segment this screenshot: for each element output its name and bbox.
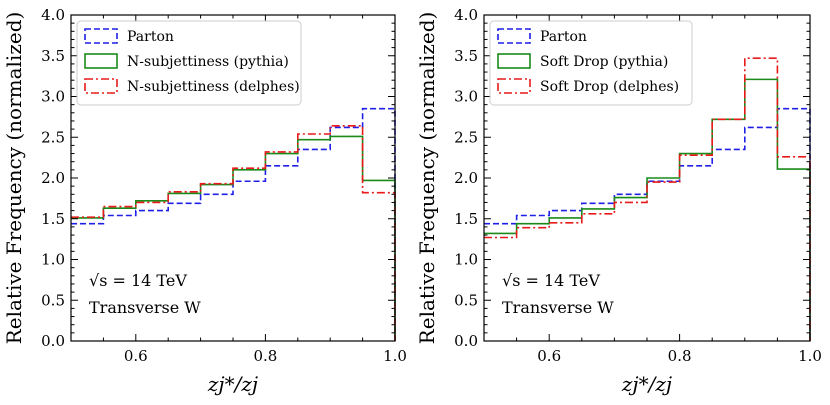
legend-swatch — [497, 78, 531, 94]
legend: Parton Soft Drop (pythia) Soft Drop (delph… — [489, 20, 693, 106]
y-tick-label: 1.0 — [41, 251, 65, 269]
x-tick-label: 0.8 — [668, 347, 692, 365]
series-line-2 — [484, 78, 811, 341]
chart-panel-1: 0.6 0.8 1.0 0.0 0.5 1.0 1.5 2.0 2.5 3.0 3.5 4.0 zj*/… — [2, 6, 407, 396]
y-tick-label: 2.0 — [41, 169, 65, 187]
legend: Parton N-subjettiness (pythia) N-subjettin… — [76, 20, 302, 106]
series-line-3 — [71, 125, 396, 341]
legend-swatch — [84, 28, 118, 44]
y-tick-label: 0.0 — [454, 332, 478, 350]
legend-entry: N-subjettiness (delphes) — [127, 79, 300, 95]
process-annotation: Transverse W — [89, 298, 201, 317]
ticks — [483, 14, 811, 342]
y-axis-label: Relative Frequency (normalized) — [2, 12, 26, 345]
legend-swatch — [497, 28, 531, 44]
y-tick-label: 0.0 — [41, 332, 65, 350]
chart-panel-2: 0.6 0.8 1.0 0.0 0.5 1.0 1.5 2.0 2.5 3.0 3.5 4.0 zj*/… — [415, 6, 822, 396]
ticks — [70, 14, 396, 342]
legend-swatch — [84, 53, 118, 69]
legend-entry: Parton — [540, 29, 587, 45]
series-group — [484, 57, 811, 341]
y-tick-label: 4.0 — [41, 6, 65, 24]
energy-annotation: √s = 14 TeV — [502, 271, 600, 290]
y-tick-label: 4.0 — [454, 6, 478, 24]
y-tick-label: 3.5 — [454, 47, 478, 65]
legend-swatch — [497, 53, 531, 69]
y-tick-label: 0.5 — [454, 291, 478, 309]
series-line-1 — [71, 107, 396, 341]
energy-annotation: √s = 14 TeV — [89, 271, 187, 290]
legend-entry: Soft Drop (pythia) — [540, 54, 668, 70]
x-tick-label: 0.8 — [253, 347, 277, 365]
x-axis-label: zj*/zj — [207, 372, 258, 396]
y-tick-label: 0.5 — [41, 291, 65, 309]
x-axis-label: zj*/zj — [621, 372, 672, 396]
process-annotation: Transverse W — [502, 298, 614, 317]
x-tick-label: 1.0 — [798, 347, 822, 365]
x-tick-label: 1.0 — [383, 347, 407, 365]
y-tick-label: 3.5 — [41, 47, 65, 65]
y-tick-label: 1.5 — [41, 210, 65, 228]
series-line-3 — [484, 57, 811, 341]
y-tick-label: 2.0 — [454, 169, 478, 187]
legend-entry: N-subjettiness (pythia) — [127, 54, 289, 70]
y-tick-label: 1.0 — [454, 251, 478, 269]
y-tick-label: 3.0 — [41, 88, 65, 106]
x-tick-label: 0.6 — [537, 347, 561, 365]
y-tick-label: 2.5 — [454, 128, 478, 146]
y-tick-label: 2.5 — [41, 128, 65, 146]
series-group — [71, 107, 396, 341]
y-tick-label: 1.5 — [454, 210, 478, 228]
y-axis-label: Relative Frequency (normalized) — [415, 12, 439, 345]
series-line-1 — [484, 107, 811, 341]
legend-swatch — [84, 78, 118, 94]
legend-box — [489, 20, 693, 106]
x-tick-label: 0.6 — [124, 347, 148, 365]
legend-entry: Soft Drop (delphes) — [540, 79, 679, 95]
legend-box — [76, 20, 302, 106]
legend-entry: Parton — [127, 29, 174, 45]
y-tick-label: 3.0 — [454, 88, 478, 106]
